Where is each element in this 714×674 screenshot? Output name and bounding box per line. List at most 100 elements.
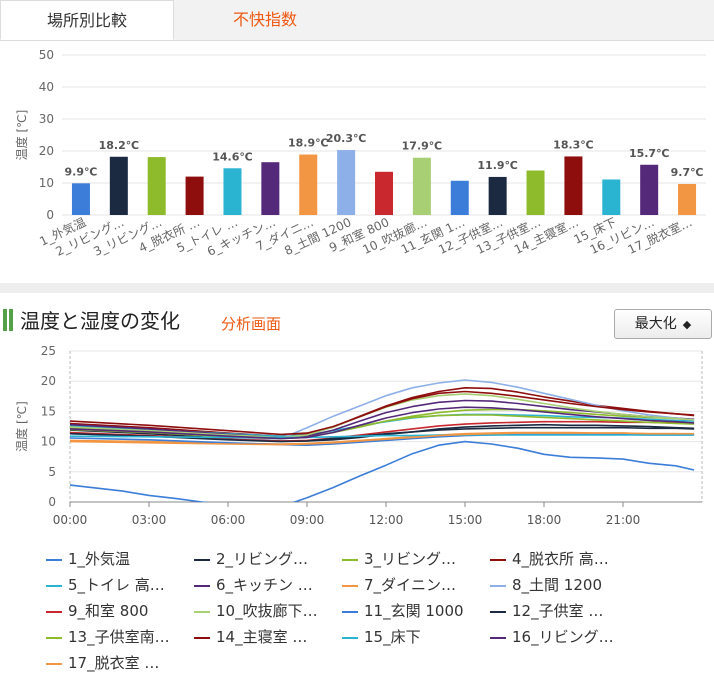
analysis-screen-link[interactable]: 分析画面 [221,315,282,333]
legend-swatch [490,558,506,561]
tab-discomfort-index[interactable]: 不快指数 [232,10,297,29]
x-tick-label: 06:00 [211,513,246,527]
x-tick-label: 15:00 [448,513,483,527]
y-tick-label: 50 [39,48,54,62]
bar [412,157,431,215]
series-line [70,426,695,443]
legend-swatch [342,610,358,613]
legend-label: 8_土間 1200 [512,576,602,594]
legend-label: 5_トイレ 高… [68,576,165,594]
legend-item[interactable]: 10_吹抜廊下… [194,600,318,622]
legend-item[interactable]: 17_脱衣室 … [46,652,159,674]
legend-label: 15_床下 [364,628,421,646]
legend-item[interactable]: 13_子供室南… [46,626,170,648]
legend-swatch [490,610,506,613]
diamond-icon: ◆ [682,318,692,331]
legend-swatch [46,636,62,639]
y-axis-label: 温度 [℃] [14,110,29,161]
maximize-label: 最大化 [634,316,677,332]
bar [261,162,280,215]
legend-label: 2_リビング… [216,550,309,568]
line-chart: 0 5 10 15 20 25 温度 [℃] 00:00 03:00 06:00 09:00 12:0… [14,344,703,527]
legend-label: 6_キッチン … [216,576,313,594]
bar-data-label: 18.2℃ [99,139,139,152]
legend-item[interactable]: 6_キッチン … [194,574,313,596]
series-line [70,406,695,440]
bar-data-label: 9.9℃ [65,165,98,178]
bar [564,156,583,215]
legend-item[interactable]: 12_子供室 … [490,600,603,622]
section-accent-bar [9,309,13,331]
y-tick-label: 5 [48,465,56,479]
legend-item[interactable]: 2_リビング… [194,548,308,570]
x-tick-label: 18:00 [527,513,562,527]
x-tick-label: 09:00 [290,513,325,527]
y-tick-label: 10 [41,435,56,449]
bar [185,176,204,215]
series-line [70,393,695,439]
bar [71,183,90,215]
bar [299,154,318,215]
bar-data-label: 9.7℃ [671,166,704,179]
legend-label: 12_子供室 … [512,602,604,620]
legend-label: 14_主寝室 … [216,628,308,646]
y-tick-label: 20 [39,144,54,158]
legend-label: 7_ダイニン… [364,576,457,594]
legend-item[interactable]: 9_和室 800 [46,600,148,622]
legend-swatch [194,558,210,561]
bar-data-label: 17.9℃ [402,140,442,153]
bar-data-label: 14.6℃ [212,150,252,163]
section-divider [0,283,714,293]
series-line [70,440,695,502]
legend-label: 3_リビング… [364,550,457,568]
legend-swatch [342,558,358,561]
legend-label: 13_子供室南… [68,628,170,646]
legend-swatch [490,636,506,639]
legend-item[interactable]: 8_土間 1200 [490,574,602,596]
y-tick-label: 0 [48,495,56,509]
legend-item[interactable]: 15_床下 [342,626,421,648]
section-header: 温度と湿度の変化 分析画面 最大化 ◆ [0,293,714,343]
legend-label: 9_和室 800 [68,602,149,620]
bar [109,156,128,215]
series-line [70,432,695,446]
maximize-button[interactable]: 最大化 ◆ [614,309,712,339]
legend-label: 1_外気温 [68,550,131,568]
x-tick-label: 00:00 [53,513,88,527]
y-tick-label: 15 [41,404,56,418]
bar [147,157,166,215]
bar-data-label: 18.9℃ [288,137,328,150]
legend-swatch [194,610,210,613]
legend-item[interactable]: 16_リビング… [490,626,614,648]
tab-location-comparison[interactable]: 場所別比較 [0,0,174,40]
y-tick-label: 25 [41,344,56,358]
legend-item[interactable]: 11_玄関 1000 [342,600,464,622]
y-tick-label: 30 [39,112,54,126]
bar [450,180,469,215]
legend-swatch [342,584,358,587]
legend-item[interactable]: 1_外気温 [46,548,130,570]
bar [640,164,659,215]
x-tick-label: 12:00 [369,513,404,527]
y-tick-label: 10 [39,176,54,190]
legend-label: 16_リビング… [512,628,614,646]
section-title: 温度と湿度の変化 [20,309,180,333]
legend-item[interactable]: 7_ダイニン… [342,574,456,596]
legend-swatch [46,558,62,561]
legend-label: 11_玄関 1000 [364,602,464,620]
bar [602,179,621,215]
y-tick-label: 0 [46,208,54,222]
y-axis-label: 温度 [℃] [14,401,29,452]
bar [375,171,393,215]
series-group [70,379,695,502]
bar [337,150,356,215]
legend-swatch [46,610,62,613]
legend-item[interactable]: 5_トイレ 高… [46,574,165,596]
legend-item[interactable]: 14_主寝室 … [194,626,307,648]
bar [488,176,507,215]
series-line [70,390,695,436]
bar [223,168,242,215]
y-tick-label: 40 [39,80,54,94]
legend-item[interactable]: 3_リビング… [342,548,456,570]
legend-item[interactable]: 4_脱衣所 高… [490,548,609,570]
